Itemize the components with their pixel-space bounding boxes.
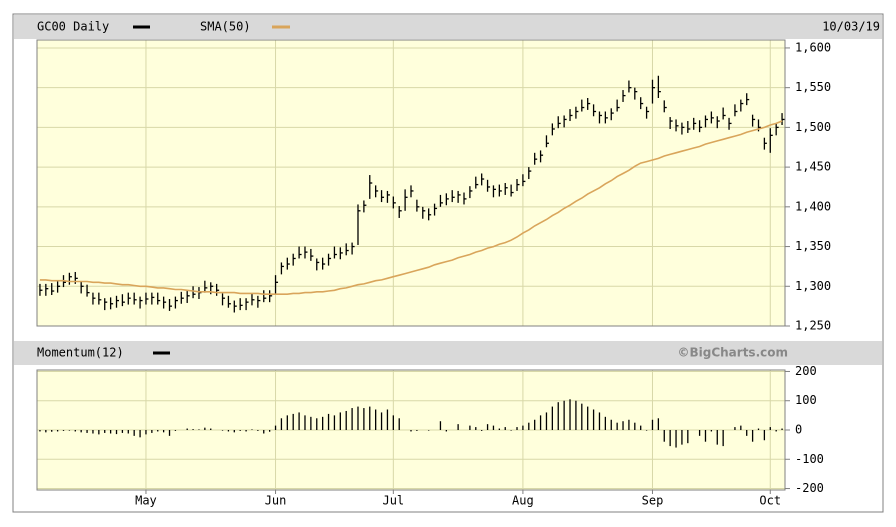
series-label: SMA(50) — [200, 20, 251, 34]
y-tick-label: 1,350 — [795, 239, 831, 253]
x-tick-label: Aug — [512, 494, 534, 508]
plot-border — [36, 39, 786, 327]
x-tick-label: Jun — [265, 494, 287, 508]
y-tick-label: 200 — [795, 364, 817, 378]
y-tick-label: 100 — [795, 393, 817, 407]
x-tick-label: Sep — [642, 494, 664, 508]
plot-border — [36, 369, 786, 491]
y-tick-label: 1,600 — [795, 40, 831, 54]
series-label: Momentum(12) — [37, 346, 124, 360]
y-tick-label: 1,400 — [795, 199, 831, 213]
header-bar — [14, 15, 882, 39]
y-tick-label: 1,500 — [795, 120, 831, 134]
y-tick-label: 1,550 — [795, 80, 831, 94]
credit: ©BigCharts.com — [677, 346, 788, 360]
y-tick-label: 1,250 — [795, 319, 831, 333]
y-tick-label: 0 — [795, 423, 802, 437]
y-tick-label: 1,300 — [795, 279, 831, 293]
y-tick-label: -100 — [795, 452, 824, 466]
x-tick-label: Jul — [382, 494, 404, 508]
series-label: GC00 Daily — [37, 20, 109, 34]
sma-line — [39, 120, 783, 295]
plot-area — [36, 39, 786, 327]
x-tick-label: May — [135, 494, 157, 508]
date: 10/03/19 — [822, 20, 880, 34]
y-tick-label: -200 — [795, 481, 824, 495]
y-tick-label: 1,450 — [795, 160, 831, 174]
x-tick-label: Oct — [759, 494, 781, 508]
